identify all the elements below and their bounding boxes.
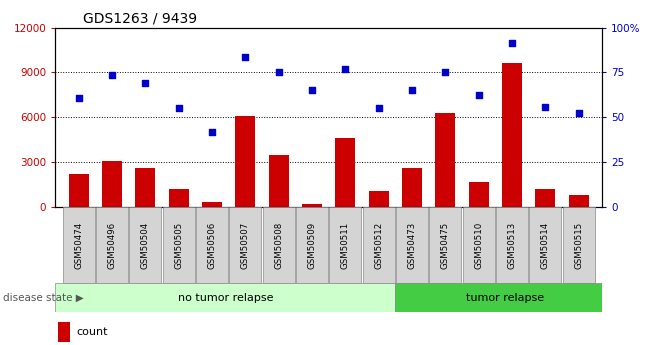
Bar xyxy=(55,283,395,312)
Bar xyxy=(529,207,562,283)
Text: GSM50474: GSM50474 xyxy=(74,221,83,268)
Text: GSM50511: GSM50511 xyxy=(341,221,350,268)
Bar xyxy=(269,155,289,207)
Bar xyxy=(130,207,161,283)
Text: GSM50506: GSM50506 xyxy=(208,221,217,268)
Point xyxy=(374,106,384,111)
Bar xyxy=(329,207,361,283)
Text: GSM50496: GSM50496 xyxy=(107,221,117,268)
Text: GSM50475: GSM50475 xyxy=(441,221,450,268)
Point xyxy=(407,88,417,93)
Text: GSM50473: GSM50473 xyxy=(408,221,417,268)
Point xyxy=(174,106,184,111)
Point xyxy=(74,95,84,101)
Point xyxy=(507,40,518,45)
Bar xyxy=(396,207,428,283)
Point xyxy=(440,70,450,75)
Point xyxy=(307,88,317,93)
Bar xyxy=(196,207,228,283)
Bar xyxy=(469,181,489,207)
Text: count: count xyxy=(76,327,107,337)
Bar xyxy=(363,207,395,283)
Point xyxy=(273,70,284,75)
Point xyxy=(240,55,251,60)
Bar xyxy=(169,189,189,207)
Point xyxy=(574,110,584,116)
Bar xyxy=(58,322,70,342)
Text: GSM50508: GSM50508 xyxy=(274,221,283,268)
Bar xyxy=(395,283,626,312)
Point xyxy=(140,80,150,86)
Bar xyxy=(102,161,122,207)
Text: no tumor relapse: no tumor relapse xyxy=(178,293,273,303)
Point xyxy=(403,225,413,230)
Bar xyxy=(436,113,456,207)
Bar xyxy=(163,207,195,283)
Text: tumor relapse: tumor relapse xyxy=(465,293,544,303)
Bar xyxy=(302,204,322,207)
Bar xyxy=(263,207,295,283)
Text: GSM50504: GSM50504 xyxy=(141,221,150,268)
Bar xyxy=(135,168,156,207)
Bar xyxy=(335,138,355,207)
Point xyxy=(340,67,351,72)
Text: GDS1263 / 9439: GDS1263 / 9439 xyxy=(83,11,197,25)
Text: GSM50510: GSM50510 xyxy=(475,221,483,268)
Text: disease state ▶: disease state ▶ xyxy=(3,293,84,303)
Bar xyxy=(68,174,89,207)
Bar xyxy=(296,207,328,283)
Point xyxy=(207,129,217,135)
Text: GSM50507: GSM50507 xyxy=(241,221,250,268)
Text: GSM50515: GSM50515 xyxy=(574,221,583,268)
Bar xyxy=(229,207,262,283)
Bar xyxy=(96,207,128,283)
Bar xyxy=(236,116,255,207)
Text: GSM50513: GSM50513 xyxy=(508,221,517,268)
Point xyxy=(473,92,484,98)
Bar xyxy=(496,207,528,283)
Bar xyxy=(536,189,555,207)
Bar xyxy=(430,207,462,283)
Bar xyxy=(563,207,595,283)
Text: GSM50512: GSM50512 xyxy=(374,221,383,268)
Point xyxy=(540,104,551,110)
Bar xyxy=(402,168,422,207)
Bar xyxy=(569,195,589,207)
Bar xyxy=(202,202,222,207)
Bar xyxy=(62,207,94,283)
Bar xyxy=(463,207,495,283)
Point xyxy=(107,73,117,78)
Bar xyxy=(368,190,389,207)
Text: GSM50505: GSM50505 xyxy=(174,221,183,268)
Bar xyxy=(502,63,522,207)
Text: GSM50514: GSM50514 xyxy=(541,221,550,268)
Text: GSM50509: GSM50509 xyxy=(307,221,316,268)
